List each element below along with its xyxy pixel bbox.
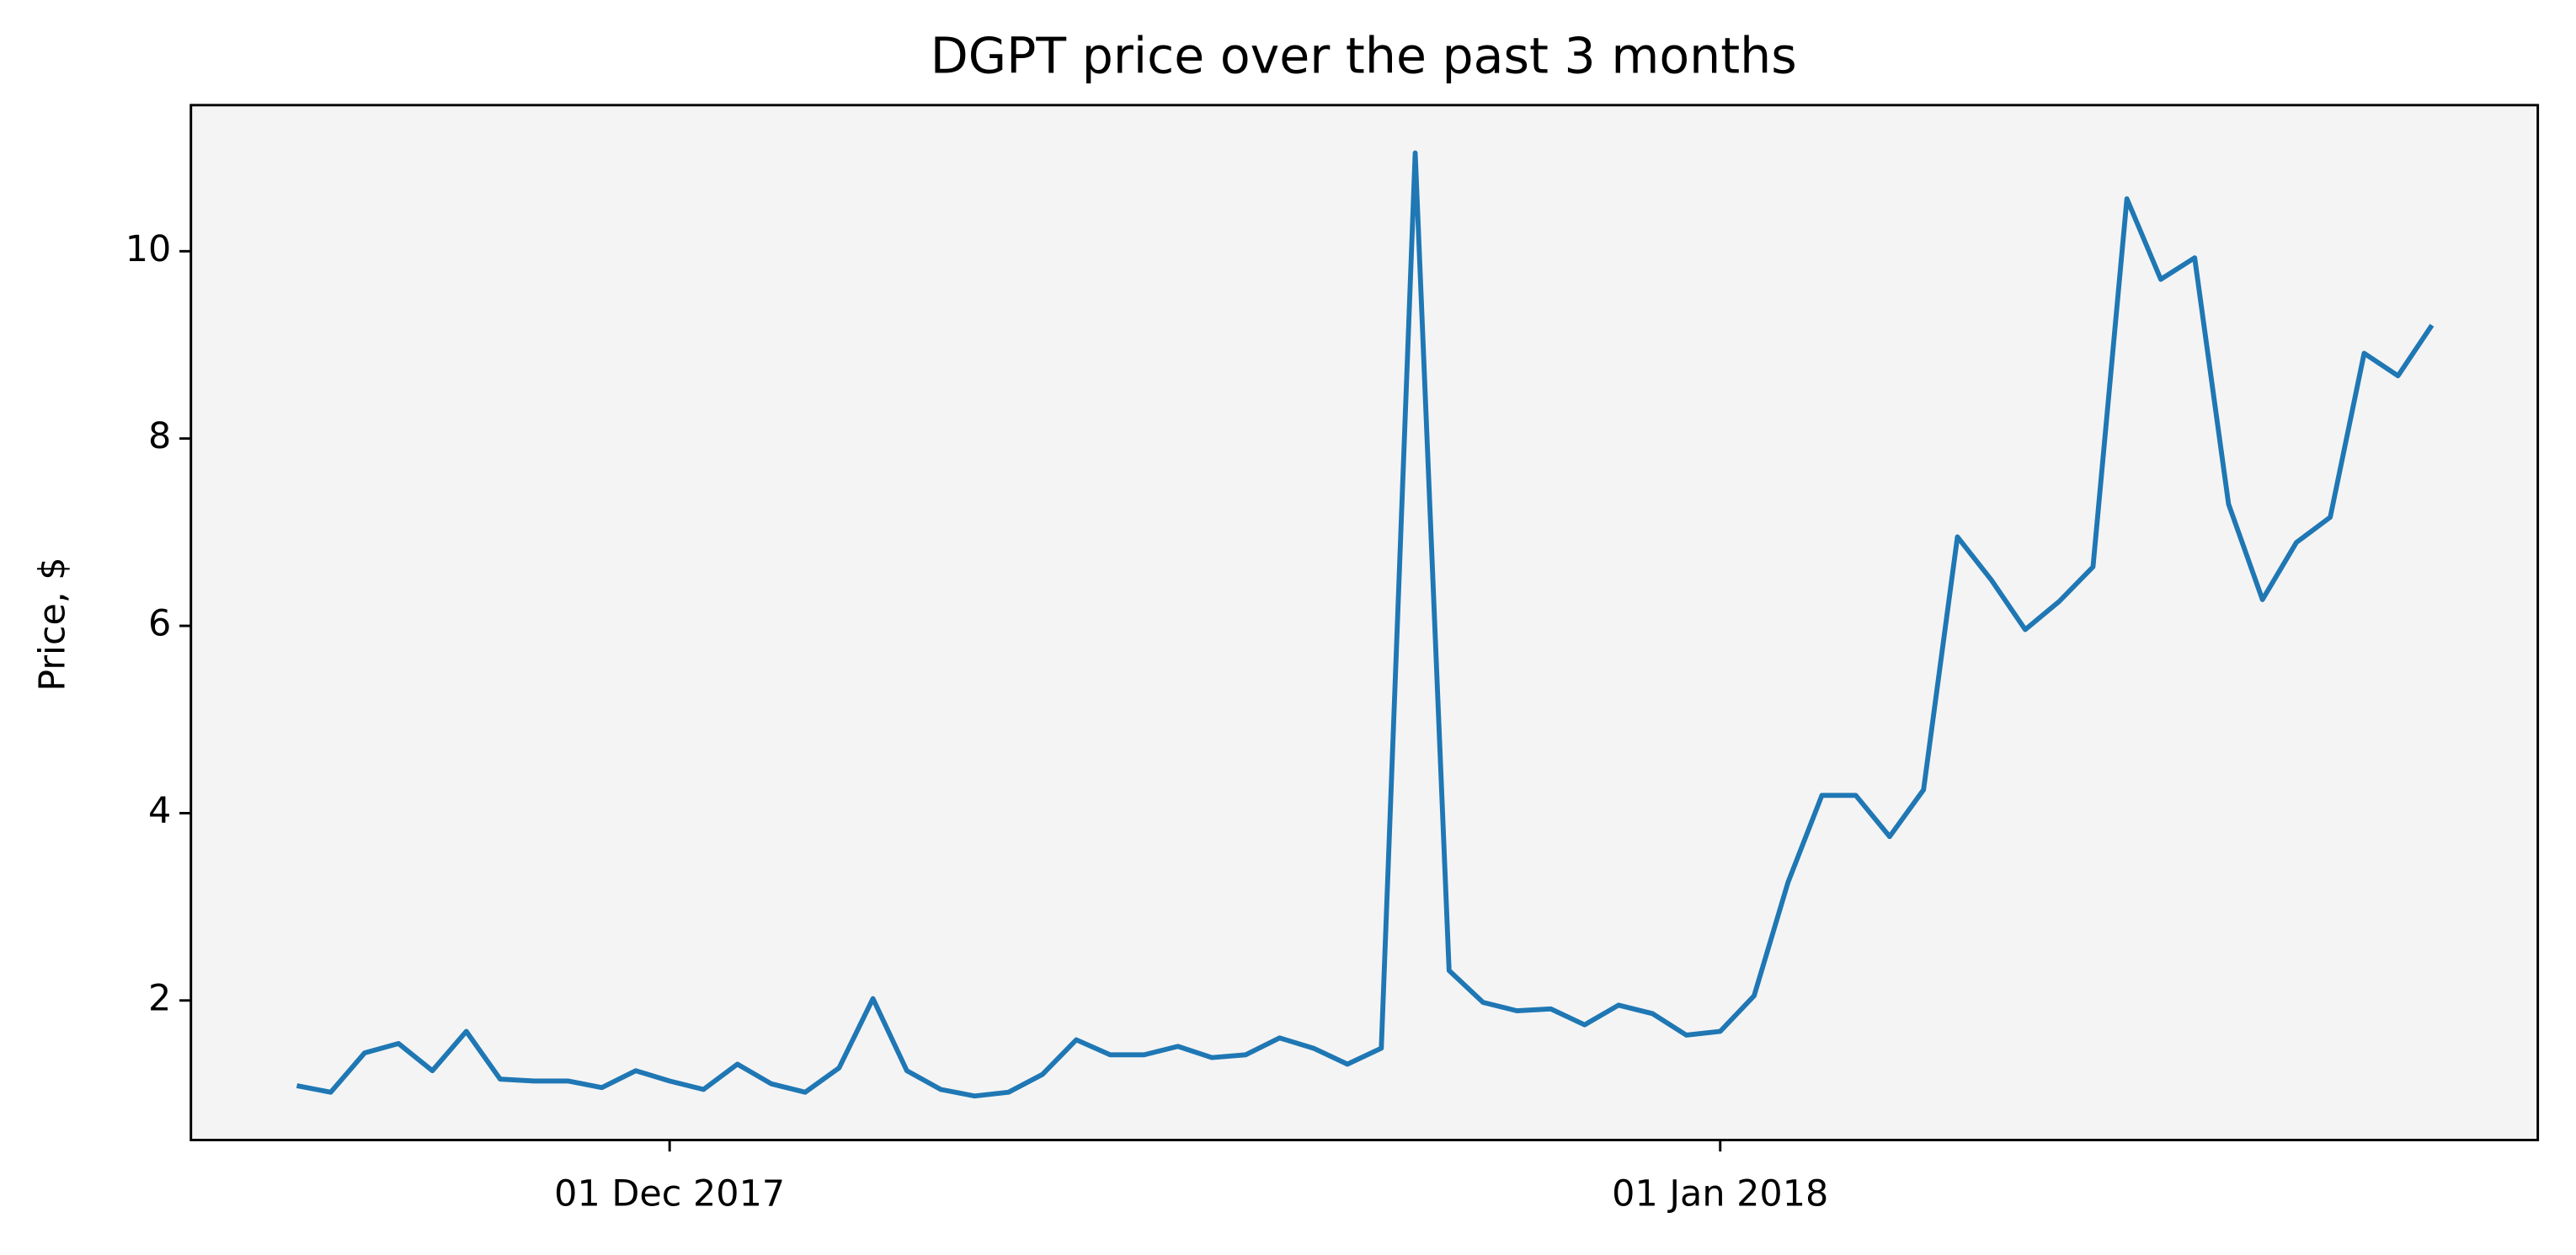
y-tick-label: 2 xyxy=(148,977,171,1019)
y-tick-label: 8 xyxy=(148,415,171,457)
y-tick-label: 6 xyxy=(148,603,171,645)
price-line xyxy=(296,150,2435,1099)
x-tick-label: 01 Jan 2018 xyxy=(1612,1172,1828,1215)
x-tick-label: 01 Dec 2017 xyxy=(554,1172,785,1215)
chart-title: DGPT price over the past 3 months xyxy=(931,27,1797,84)
plot-frame xyxy=(189,104,2540,1141)
y-tick-label: 10 xyxy=(125,228,172,270)
plot-background xyxy=(190,104,2538,1140)
y-tick-label: 4 xyxy=(148,790,171,832)
y-axis-label: Price, $ xyxy=(31,558,73,692)
